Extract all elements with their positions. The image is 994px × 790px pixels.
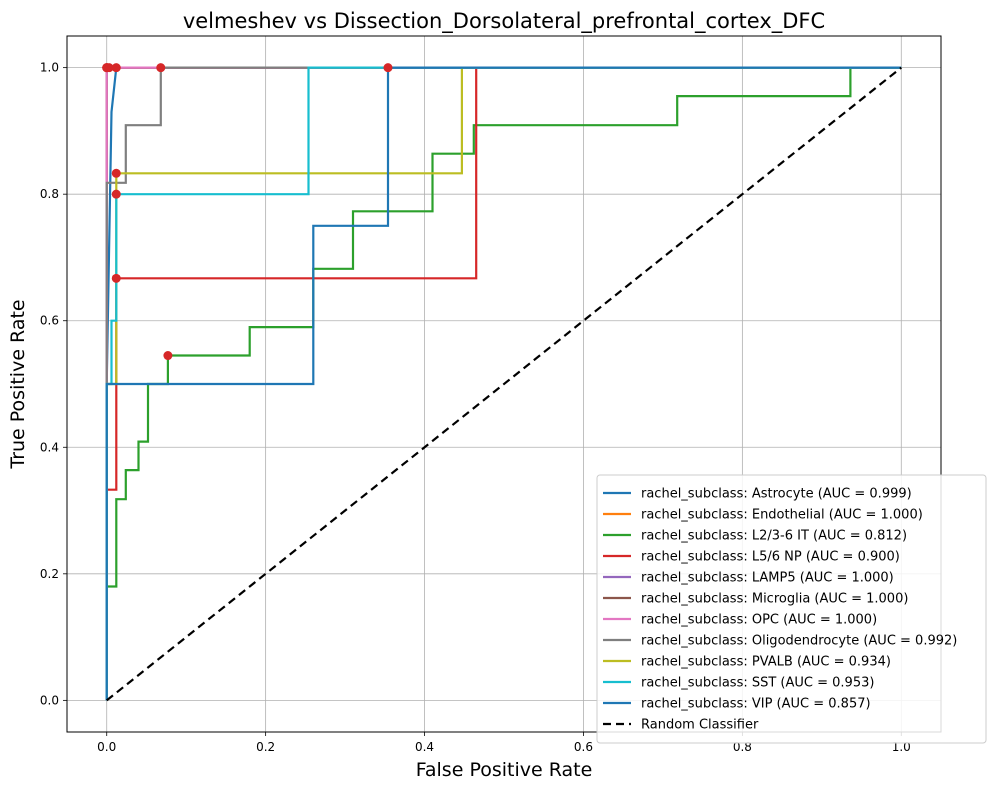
series-marker-2 (163, 351, 173, 361)
y-tick-label: 1.0 (40, 61, 59, 75)
legend-label-2: rachel_subclass: L2/3-6 IT (AUC = 0.812) (641, 529, 907, 544)
legend-label-8: rachel_subclass: PVALB (AUC = 0.934) (641, 655, 891, 670)
series-marker-9 (111, 189, 121, 199)
x-tick-label: 0.6 (574, 740, 593, 754)
series-marker-7 (156, 63, 166, 73)
legend-label-10: rachel_subclass: VIP (AUC = 0.857) (641, 697, 871, 712)
legend: rachel_subclass: Astrocyte (AUC = 0.999)… (596, 474, 987, 744)
legend-label-5: rachel_subclass: Microglia (AUC = 1.000) (641, 592, 908, 607)
x-tick-label: 0.0 (97, 740, 116, 754)
series-line-7 (105, 66, 902, 701)
legend-label-7: rachel_subclass: Oligodendrocyte (AUC = … (641, 634, 957, 649)
legend-label-6: rachel_subclass: OPC (AUC = 1.000) (641, 613, 877, 628)
y-tick-label: 0.8 (40, 187, 59, 201)
series-line-2 (105, 66, 902, 701)
series-marker-0 (111, 63, 121, 73)
series-line-11 (106, 66, 902, 702)
y-axis-label: True Positive Rate (7, 299, 29, 469)
series-marker-8 (111, 168, 121, 178)
legend-label-1: rachel_subclass: Endothelial (AUC = 1.00… (641, 508, 923, 523)
x-axis-label: False Positive Rate (416, 759, 593, 781)
y-tick-label: 0.2 (40, 567, 59, 581)
chart-title: velmeshev vs Dissection_Dorsolateral_pre… (183, 9, 825, 34)
legend-label-4: rachel_subclass: LAMP5 (AUC = 1.000) (641, 571, 894, 586)
legend-label-3: rachel_subclass: L5/6 NP (AUC = 0.900) (641, 550, 900, 565)
threshold-markers (102, 63, 393, 361)
y-tick-label: 0.6 (40, 314, 59, 328)
y-tick-label: 0.0 (40, 693, 59, 707)
series-marker-3 (111, 273, 121, 283)
y-tick-label: 0.4 (40, 440, 59, 454)
x-tick-label: 0.2 (256, 740, 275, 754)
series-marker-10 (383, 63, 393, 73)
series-marker-6 (104, 63, 114, 73)
x-tick-label: 0.4 (415, 740, 434, 754)
legend-label-9: rachel_subclass: SST (AUC = 0.953) (641, 676, 874, 691)
legend-label-0: rachel_subclass: Astrocyte (AUC = 0.999) (641, 487, 912, 502)
y-axis-ticks: 0.0 0.2 0.4 0.6 0.8 1.0 (40, 61, 67, 707)
legend-label-11: Random Classifier (641, 718, 759, 733)
legend-box (596, 474, 987, 744)
plot-frame (66, 35, 942, 733)
